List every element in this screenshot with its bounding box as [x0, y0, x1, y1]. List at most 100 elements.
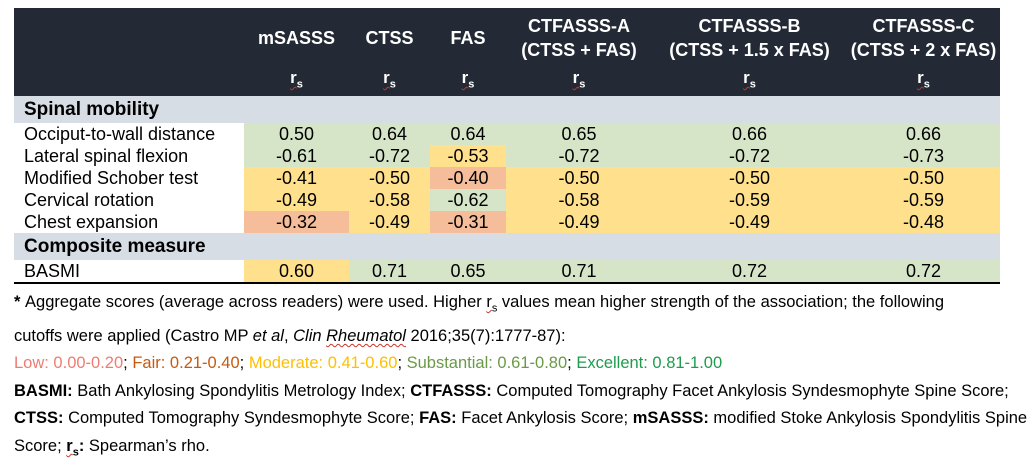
correlation-cell: -0.49 [506, 211, 652, 233]
footnote-text: BASMI: [14, 381, 73, 400]
correlation-cell: -0.59 [847, 189, 1000, 211]
correlation-cell: -0.32 [244, 211, 349, 233]
footnote-text: Aggregate scores (average across readers… [25, 293, 487, 311]
spearman-rho-symbol: rs [743, 68, 756, 91]
section-title: Spinal mobility [14, 96, 1000, 123]
footnote-text: Score; [14, 436, 67, 455]
correlation-cell: -0.49 [349, 211, 430, 233]
correlation-cell: -0.50 [506, 167, 652, 189]
correlation-cell: -0.72 [652, 145, 847, 167]
rs-subheader: rs [847, 68, 1000, 92]
footnote-text: cutoffs were applied (Castro MP [14, 326, 253, 345]
corner-cell [14, 8, 244, 96]
legend-cutoff: Fair: 0.21-0.40 [132, 354, 240, 373]
correlation-cell: -0.72 [506, 145, 652, 167]
correlation-cell: -0.49 [652, 211, 847, 233]
footnote-text: CTFASSS: [410, 381, 492, 400]
footnote-text: ; [397, 354, 407, 373]
footnote-text: Clin [293, 326, 327, 345]
footnote-text: * [14, 293, 26, 311]
correlation-cell: 0.65 [430, 260, 506, 284]
spearman-rho-symbol: rs [572, 68, 586, 91]
section-title: Composite measure [14, 233, 1000, 260]
rs-subheader: rs [506, 68, 652, 92]
table-row: Lateral spinal flexion -0.61 -0.72 -0.53 -0.… [14, 145, 1000, 167]
correlation-cell: -0.41 [244, 167, 349, 189]
footnote-text: 2016;35(7):1777-87): [405, 326, 566, 345]
row-label: Lateral spinal flexion [24, 146, 189, 166]
correlation-cell: -0.61 [244, 145, 349, 167]
correlation-cell: -0.50 [652, 167, 847, 189]
footnote-text: Spearman’s rho. [84, 436, 210, 455]
footnote-text: FAS: [419, 409, 457, 428]
column-header: CTFASSS-A (CTSS + FAS) rs [506, 8, 652, 96]
legend-cutoff: Substantial: 0.61-0.80 [406, 354, 568, 373]
spearman-rho-symbol: rs [917, 68, 930, 91]
footnote-text: , [283, 326, 294, 345]
footnote-text: ; [239, 354, 249, 373]
table-row: Chest expansion -0.32 -0.49 -0.31 -0.49 -0.49… [14, 211, 1000, 233]
correlation-cell: -0.53 [430, 145, 506, 167]
correlation-cell: -0.59 [652, 189, 847, 211]
footnote-text: Facet Ankylosis Score; [456, 409, 633, 428]
correlation-cell: 0.64 [430, 123, 506, 145]
section-header-row: Composite measure [14, 233, 1000, 260]
spearman-rho-symbol: rs [461, 68, 475, 91]
footnotes: * Aggregate scores (average across reade… [14, 289, 1033, 467]
footnote-text: Computed Tomography Facet Ankylosis Synd… [491, 381, 1009, 400]
correlation-cell: 0.65 [506, 123, 652, 145]
rs-subheader: rs [430, 68, 506, 92]
correlation-cell: -0.58 [349, 189, 430, 211]
spearman-rho-symbol: rs [290, 68, 303, 91]
correlation-cell: -0.50 [349, 167, 430, 189]
footnote-line: BASMI: Bath Ankylosing Spondylitis Metro… [14, 378, 1033, 406]
footnote-text: Rheumatol [326, 326, 406, 345]
correlation-cell: 0.72 [652, 260, 847, 284]
footnote-text: Bath Ankylosing Spondylitis Metrology In… [72, 381, 411, 400]
column-header-label: CTFASSS-A (CTSS + FAS) [521, 16, 637, 60]
column-header-label: CTSS [365, 28, 414, 48]
row-label: BASMI [14, 260, 244, 284]
correlation-cell: 0.72 [847, 260, 1000, 284]
column-header-label: FAS [450, 28, 486, 48]
footnote-text: mSASSS: [632, 409, 709, 428]
correlation-table: mSASSS rs CTSS rs FAS rs CTFASSS-A (CTSS + FAS)… [14, 8, 1000, 284]
table-row: Modified Schober test -0.41 -0.50 -0.40 -0.5… [14, 167, 1000, 189]
correlation-cell: -0.31 [430, 211, 506, 233]
correlation-cell: -0.48 [847, 211, 1000, 233]
table-row: Cervical rotation -0.49 -0.58 -0.62 -0.58 -0.… [14, 189, 1000, 211]
footnote-text: values mean higher strength of the assoc… [497, 293, 945, 311]
spearman-rho-symbol: rs [383, 68, 396, 91]
column-header: CTFASSS-C (CTSS + 2 x FAS) rs [847, 8, 1000, 96]
correlation-cell: 0.66 [847, 123, 1000, 145]
footnote-line: cutoffs were applied (Castro MP et al, C… [14, 323, 1033, 351]
row-label: Modified Schober test [24, 168, 199, 188]
correlation-cell: -0.73 [847, 145, 1000, 167]
footnote-text: modified Stoke Ankylosis Spondylitis Spi… [708, 409, 1028, 428]
correlation-cell: 0.60 [244, 260, 349, 284]
footnote-line: * Aggregate scores (average across reade… [14, 289, 1033, 323]
column-header: CTFASSS-B (CTSS + 1.5 x FAS) rs [652, 8, 847, 96]
column-header-label: CTFASSS-B (CTSS + 1.5 x FAS) [669, 16, 830, 60]
rs-subheader: rs [244, 68, 349, 92]
correlation-cell: -0.50 [847, 167, 1000, 189]
footnote-text: r [486, 293, 492, 311]
correlation-cell: -0.40 [430, 167, 506, 189]
rs-subheader: rs [349, 68, 430, 92]
footnote-text: et al [252, 326, 284, 345]
column-header-label: mSASSS [257, 28, 336, 48]
correlation-cell: 0.66 [652, 123, 847, 145]
table-row: BASMI 0.60 0.71 0.65 0.71 0.72 0.72 [14, 260, 1000, 284]
footnote-text: ; [567, 354, 577, 373]
row-label: Occiput-to-wall distance [24, 124, 216, 144]
footnote-text: s [491, 302, 498, 315]
column-header: CTSS rs [349, 8, 430, 96]
row-label: Chest expansion [24, 212, 159, 232]
correlation-cell: -0.62 [430, 189, 506, 211]
correlation-cell: 0.71 [349, 260, 430, 284]
header-row: mSASSS rs CTSS rs FAS rs CTFASSS-A (CTSS + FAS)… [14, 8, 1000, 96]
correlation-cell: -0.72 [349, 145, 430, 167]
column-header: FAS rs [430, 8, 506, 96]
column-header: mSASSS rs [244, 8, 349, 96]
correlation-cell: 0.50 [244, 123, 349, 145]
